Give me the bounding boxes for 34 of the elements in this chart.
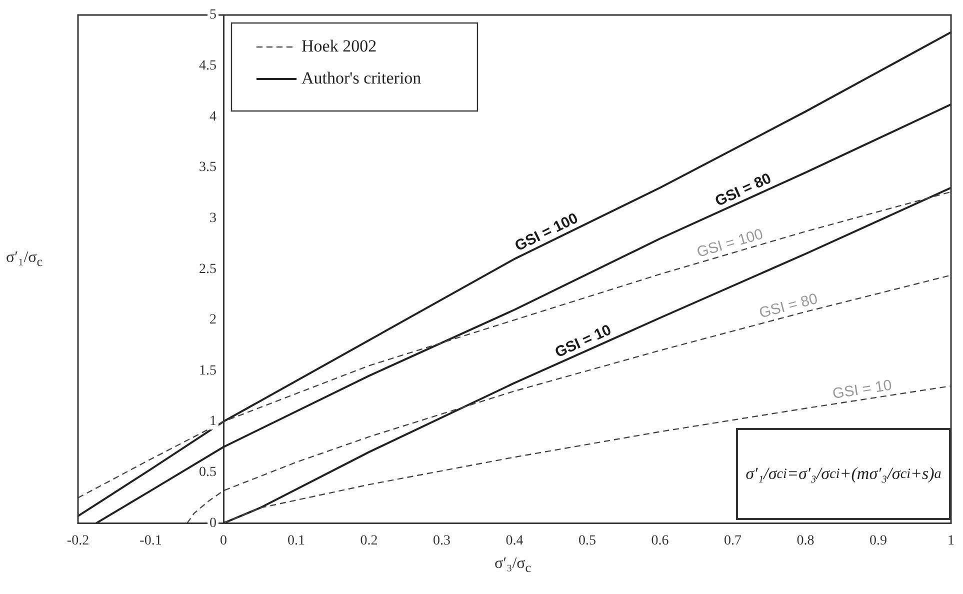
y-tick-label: 1.5	[199, 363, 216, 378]
y-tick-label: 5	[210, 8, 216, 23]
x-tick-label: 0.4	[506, 533, 524, 548]
y-tick-label: 4.5	[199, 58, 216, 74]
y-tick-label: 1	[210, 414, 216, 430]
y-tick-label: 3	[210, 210, 216, 226]
x-tick-label: 0	[220, 533, 227, 548]
y-tick-label: 4	[210, 109, 216, 124]
y-tick-label: 2.5	[199, 262, 216, 277]
x-tick-label: 0.7	[724, 533, 742, 548]
annotation: GSI = 80	[757, 290, 820, 322]
annotation: GSI = 100	[694, 226, 765, 262]
x-tick-label: 0.5	[578, 533, 596, 548]
x-axis-title: σ′₃/σ$_{c}$	[494, 555, 532, 576]
x-tick-label: 1	[948, 533, 954, 548]
x-tick-label: 0.9	[870, 533, 887, 548]
x-tick-label: 0.8	[796, 533, 814, 548]
y-tick-label: 3.5	[199, 160, 216, 176]
y-tick-label: 2	[210, 312, 216, 328]
x-tick-label: -0.2	[66, 533, 90, 548]
x-tick-label: -0.1	[140, 533, 162, 548]
y-axis-title: σ′₁/σ$_{c}$	[6, 249, 43, 270]
annotation: GSI = 10	[831, 376, 893, 403]
y-tick-label: 0.5	[199, 465, 216, 480]
legend-label: Hoek 2002	[302, 36, 377, 56]
y-tick-label: 0	[210, 516, 216, 531]
annotation: GSI = 80	[712, 170, 774, 210]
annotation: GSI = 100	[512, 210, 581, 255]
x-tick-label: 0.3	[433, 533, 450, 548]
legend-label: Author's criterion	[302, 68, 422, 88]
x-tick-label: 0.1	[288, 533, 305, 548]
annotation: GSI = 10	[552, 321, 614, 362]
x-tick-label: 0.2	[360, 533, 378, 548]
x-tick-label: 0.6	[651, 533, 669, 548]
